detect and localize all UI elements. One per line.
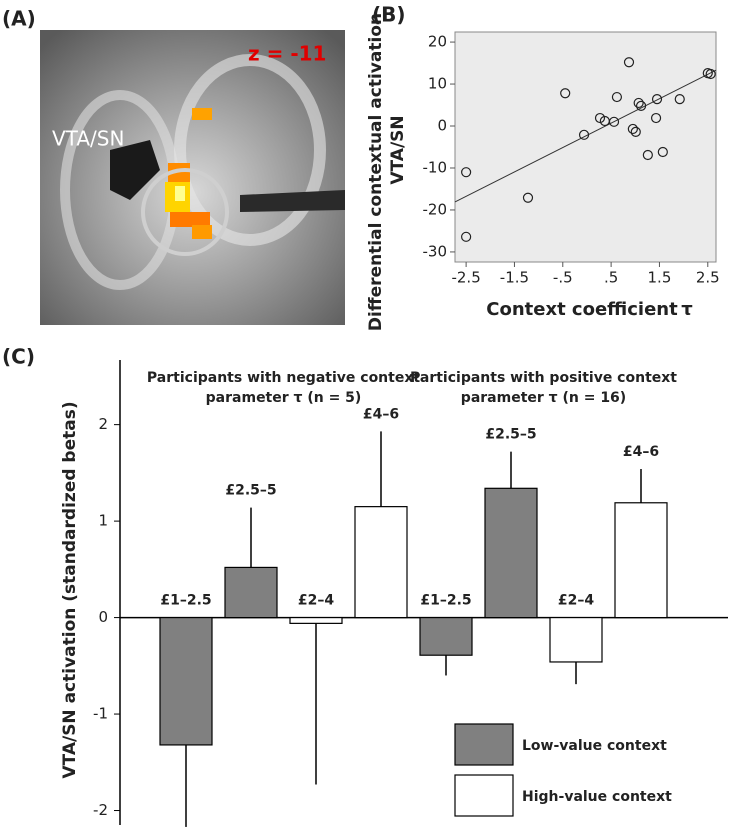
y-tick-label: 0 [98, 608, 108, 626]
y-tick-label: 20 [428, 33, 447, 51]
bar-label: £4–6 [623, 444, 659, 460]
bar-label: £2.5–5 [485, 427, 536, 443]
bar [224, 566, 278, 619]
point [461, 167, 472, 178]
group-title: parameter τ (n = 16) [461, 390, 626, 406]
point [611, 91, 623, 103]
point [674, 94, 685, 105]
point [651, 94, 663, 105]
y-tick-label: 0 [437, 117, 447, 135]
bar [289, 616, 343, 624]
x-tick-label: -.5 [553, 269, 573, 287]
bar [159, 616, 213, 746]
bar-label: £1–2.5 [160, 593, 211, 609]
legend-swatch [454, 723, 514, 766]
point [630, 126, 641, 137]
group-title: Participants with negative context [147, 370, 420, 386]
x-tick-label: 1.5 [648, 269, 672, 287]
plot-background [454, 31, 717, 263]
y-axis-label: VTA/SN [388, 115, 408, 184]
y-axis-label: VTA/SN activation (standardized betas) [60, 401, 80, 778]
bar-label: £2–4 [558, 593, 594, 609]
panel-label: (B) [372, 3, 406, 27]
x-tick-label: .5 [604, 269, 618, 287]
point [657, 146, 668, 158]
slice-label: z = -11 [248, 42, 326, 66]
point [608, 116, 620, 127]
point [627, 123, 638, 135]
y-tick-label: -2 [93, 801, 108, 819]
y-tick-label: -30 [423, 242, 448, 260]
panel-label: (C) [2, 345, 35, 369]
bar-label: £4–6 [363, 406, 399, 422]
legend-label: High-value context [522, 789, 672, 805]
point [522, 192, 534, 203]
y-tick-label: 10 [428, 75, 447, 93]
region-label: VTA/SN [52, 127, 124, 151]
y-tick-label: -1 [93, 705, 108, 723]
bar [549, 616, 603, 663]
x-axis-label: Context coefficient [486, 299, 678, 320]
y-axis-label: Differential contextual activation [366, 13, 386, 331]
y-tick-label: 2 [98, 415, 108, 433]
point [705, 68, 716, 80]
point [633, 97, 644, 109]
point [461, 231, 472, 242]
point [650, 112, 662, 124]
bar [419, 616, 473, 656]
y-tick-label: -20 [423, 200, 448, 218]
point [635, 100, 647, 111]
brain-image: VTA/SN z = -11 [40, 30, 345, 325]
legend-swatch [454, 774, 514, 817]
bar-label: £1–2.5 [420, 593, 471, 609]
bar [484, 487, 538, 619]
y-tick-label: 1 [98, 512, 108, 530]
legend-label: Low-value context [522, 738, 667, 754]
bar [354, 506, 408, 619]
bar-label: £2.5–5 [225, 483, 276, 499]
fit-line [454, 69, 717, 203]
panel-label: (A) [2, 7, 36, 31]
x-tick-label: 2.5 [696, 269, 720, 287]
x-axis-label: τ [681, 299, 693, 320]
x-tick-label: -1.5 [500, 269, 529, 287]
point [560, 88, 571, 99]
bar-label: £2–4 [298, 593, 334, 609]
group-title: Participants with positive context [410, 370, 677, 386]
point [623, 57, 635, 68]
group-title: parameter τ (n = 5) [206, 390, 362, 406]
point [642, 149, 653, 161]
point [578, 129, 590, 140]
y-tick-label: -10 [423, 158, 448, 176]
bar [614, 502, 668, 619]
x-tick-label: -2.5 [451, 269, 480, 287]
